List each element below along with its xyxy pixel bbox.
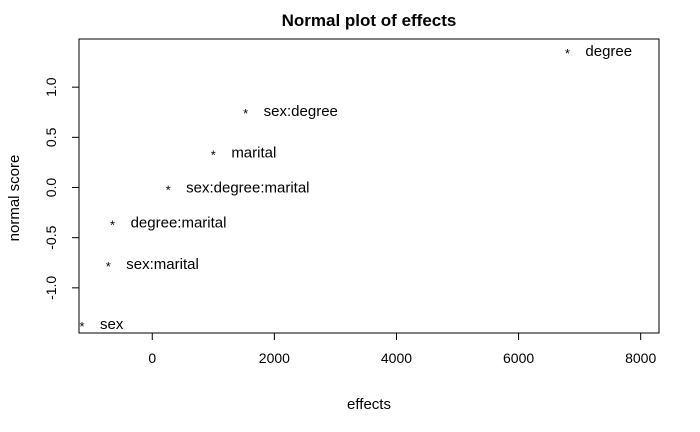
data-point-label: sex:marital xyxy=(126,256,199,273)
data-point-marker: * xyxy=(565,46,570,61)
x-tick-label: 8000 xyxy=(625,350,656,366)
data-point-marker: * xyxy=(211,147,216,162)
y-tick-label: 1.0 xyxy=(43,77,59,97)
data-point-label: sex xyxy=(100,316,124,333)
x-tick-label: 6000 xyxy=(503,350,534,366)
x-axis: 0 2000 4000 6000 8000 xyxy=(148,332,656,366)
y-tick-label: -1.0 xyxy=(43,276,59,300)
data-point-marker: * xyxy=(166,183,171,198)
y-axis: -1.0 -0.5 0.0 0.5 1.0 xyxy=(43,77,80,300)
data-point-label: marital xyxy=(231,144,276,161)
data-points: * sex * sex:marital * degree:marital * sex:degr… xyxy=(80,43,633,334)
data-point-marker: * xyxy=(80,319,85,334)
x-tick-label: 4000 xyxy=(381,350,412,366)
x-tick-label: 0 xyxy=(148,350,156,366)
data-point-label: sex:degree xyxy=(264,103,338,120)
y-tick-label: -0.5 xyxy=(43,225,59,249)
x-axis-label: effects xyxy=(347,396,391,413)
y-tick-label: 0.5 xyxy=(43,127,59,147)
y-tick-label: 0.0 xyxy=(43,178,59,198)
data-point-label: degree xyxy=(585,43,632,60)
data-point-marker: * xyxy=(110,218,115,233)
chart-title: Normal plot of effects xyxy=(282,11,457,30)
data-point-marker: * xyxy=(243,106,248,121)
data-point-marker: * xyxy=(106,259,111,274)
y-axis-label: normal score xyxy=(6,155,23,242)
data-point-label: sex:degree:marital xyxy=(186,180,309,197)
x-tick-label: 2000 xyxy=(259,350,290,366)
data-point-label: degree:marital xyxy=(131,215,227,232)
